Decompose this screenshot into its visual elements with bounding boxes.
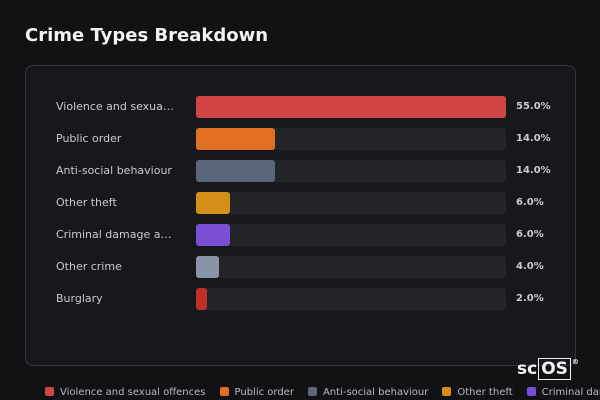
legend-swatch (45, 387, 54, 396)
logo-text: sc (517, 359, 538, 379)
bar (196, 96, 506, 118)
value-label: 6.0% (516, 197, 544, 208)
bar (196, 288, 208, 310)
legend-label: Public order (234, 387, 294, 398)
category-label: Criminal damage and arson (56, 228, 174, 241)
logo-box: OS (538, 358, 571, 380)
category-label: Other crime (56, 260, 122, 273)
bar-track (196, 128, 506, 150)
legend-swatch (219, 387, 229, 396)
legend-item: Other theft (442, 386, 513, 400)
value-label: 55.0% (516, 101, 551, 112)
category-label: Other theft (56, 196, 117, 209)
legend-label: Anti-social behaviour (322, 387, 429, 398)
legend-swatch (442, 387, 452, 396)
category-label: Burglary (56, 292, 103, 305)
legend-label: Criminal damage and arson (541, 387, 600, 398)
bar (196, 256, 219, 278)
bar (196, 128, 275, 150)
legend: Violence and sexual offences Public order… (45, 386, 600, 400)
category-label: Public order (56, 132, 122, 145)
category-label: Violence and sexual offences (56, 100, 174, 113)
value-label: 4.0% (516, 261, 544, 272)
value-label: 2.0% (516, 293, 544, 304)
category-label: Anti-social behaviour (56, 164, 172, 177)
bar (196, 160, 275, 182)
logo-mark: ® (571, 358, 579, 366)
bar-track (196, 192, 506, 214)
legend-label: Other theft (457, 387, 513, 398)
legend-item: Violence and sexual offences (45, 386, 206, 400)
legend-item: Anti-social behaviour (307, 386, 429, 400)
value-label: 14.0% (516, 133, 551, 144)
legend-swatch (307, 387, 317, 396)
value-label: 6.0% (516, 229, 544, 240)
bar-track (196, 288, 506, 310)
bar (196, 224, 230, 246)
value-label: 14.0% (516, 165, 551, 176)
bar-track (196, 160, 506, 182)
bar-track (196, 96, 506, 118)
bar-track (196, 224, 506, 246)
chart-title: Crime Types Breakdown (25, 25, 269, 46)
legend-item: Criminal damage and arson (526, 386, 600, 400)
legend-label: Violence and sexual offences (60, 387, 206, 398)
chart-card: Violence and sexual offences 55.0% Public … (25, 65, 576, 366)
legend-swatch (526, 387, 536, 396)
legend-item: Public order (219, 386, 294, 400)
logo: sc OS ® (517, 358, 579, 380)
bar (196, 192, 230, 214)
bar-track (196, 256, 506, 278)
